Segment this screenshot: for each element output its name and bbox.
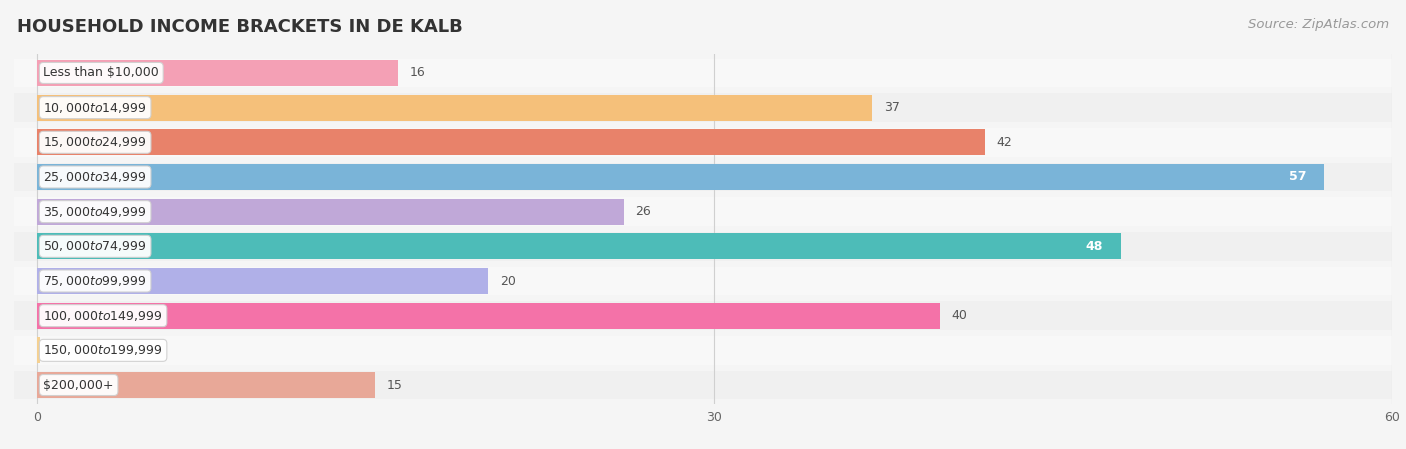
Text: 0: 0	[52, 344, 59, 357]
Text: 48: 48	[1085, 240, 1102, 253]
Bar	[14, 93, 1392, 122]
Bar	[37, 233, 1121, 260]
Bar	[14, 197, 1392, 226]
Text: 26: 26	[636, 205, 651, 218]
Text: $15,000 to $24,999: $15,000 to $24,999	[44, 135, 148, 150]
Bar	[14, 128, 1392, 157]
Text: 37: 37	[884, 101, 900, 114]
Bar	[37, 337, 39, 363]
Bar	[37, 372, 375, 398]
Text: $200,000+: $200,000+	[44, 379, 114, 392]
Text: $35,000 to $49,999: $35,000 to $49,999	[44, 205, 148, 219]
Text: $50,000 to $74,999: $50,000 to $74,999	[44, 239, 148, 253]
Bar	[14, 301, 1392, 330]
Bar	[37, 129, 986, 155]
Text: $75,000 to $99,999: $75,000 to $99,999	[44, 274, 148, 288]
Text: 57: 57	[1289, 171, 1306, 184]
Bar	[37, 95, 872, 121]
Bar	[37, 303, 941, 329]
Bar	[37, 60, 398, 86]
Bar	[14, 336, 1392, 365]
Bar	[14, 58, 1392, 88]
Bar	[14, 163, 1392, 191]
Bar	[14, 370, 1392, 400]
Text: Less than $10,000: Less than $10,000	[44, 66, 159, 79]
Text: Source: ZipAtlas.com: Source: ZipAtlas.com	[1249, 18, 1389, 31]
Text: $10,000 to $14,999: $10,000 to $14,999	[44, 101, 148, 114]
Text: 42: 42	[997, 136, 1012, 149]
Text: HOUSEHOLD INCOME BRACKETS IN DE KALB: HOUSEHOLD INCOME BRACKETS IN DE KALB	[17, 18, 463, 36]
Text: 15: 15	[387, 379, 402, 392]
Text: 16: 16	[409, 66, 425, 79]
Text: $150,000 to $199,999: $150,000 to $199,999	[44, 343, 163, 357]
Text: $100,000 to $149,999: $100,000 to $149,999	[44, 308, 163, 323]
Bar	[37, 198, 624, 224]
Text: 40: 40	[952, 309, 967, 322]
Bar	[14, 267, 1392, 295]
Bar	[37, 268, 488, 294]
Text: 20: 20	[499, 274, 516, 287]
Bar	[37, 164, 1324, 190]
Bar	[14, 232, 1392, 261]
Text: $25,000 to $34,999: $25,000 to $34,999	[44, 170, 148, 184]
